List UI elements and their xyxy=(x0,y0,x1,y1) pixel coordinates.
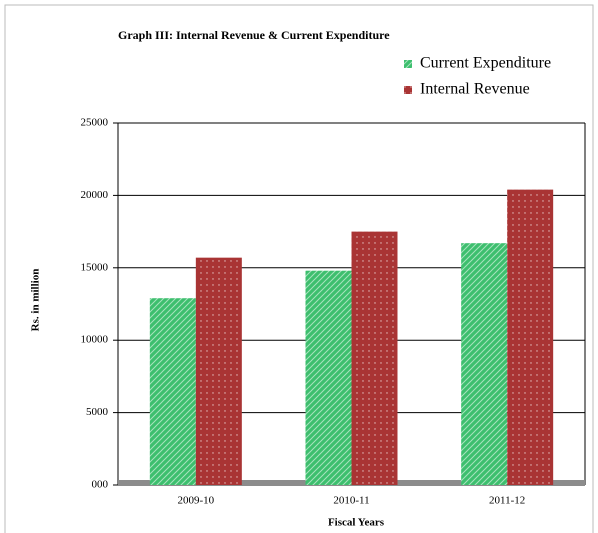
x-tick-label: 2010-11 xyxy=(333,495,369,507)
bar xyxy=(507,189,554,485)
x-tick-label: 2009-10 xyxy=(177,495,214,507)
y-tick-label: 15000 xyxy=(81,261,109,273)
legend-swatch xyxy=(404,86,412,94)
frame xyxy=(4,4,594,533)
legend-label: Internal Revenue xyxy=(420,81,530,98)
legend-swatch xyxy=(404,60,412,68)
y-tick-label: 5000 xyxy=(86,406,109,418)
x-axis-label: Fiscal Years xyxy=(328,517,385,529)
y-tick-label: 10000 xyxy=(81,334,109,346)
bar xyxy=(461,243,508,485)
bar xyxy=(195,257,242,485)
y-tick-label: 25000 xyxy=(81,117,109,129)
chart-title: Graph III: Internal Revenue & Current Ex… xyxy=(118,28,390,42)
y-tick-label: 000 xyxy=(92,479,109,491)
x-tick-label: 2011-12 xyxy=(489,495,525,507)
y-axis-label: Rs. in million xyxy=(30,269,42,332)
bar xyxy=(351,231,398,485)
bar xyxy=(305,270,352,485)
legend-label: Current Expenditure xyxy=(420,55,551,72)
y-tick-label: 20000 xyxy=(81,189,109,201)
bar xyxy=(149,298,196,485)
